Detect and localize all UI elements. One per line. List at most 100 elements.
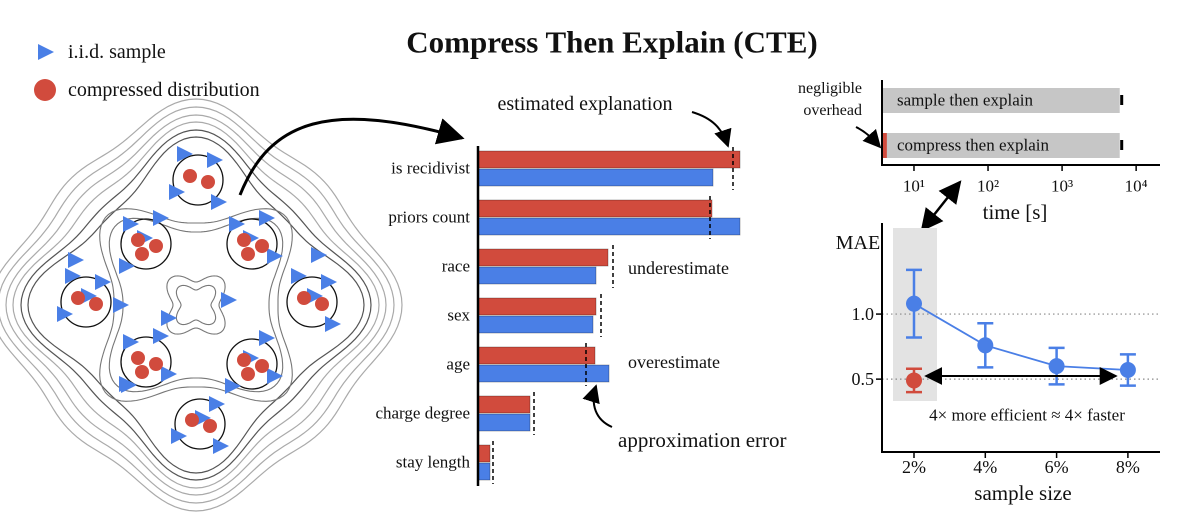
cluster	[286, 276, 338, 328]
sample-point	[177, 146, 193, 162]
x-axis-label: sample size	[974, 481, 1071, 505]
bar	[882, 88, 1120, 113]
y-tick-label: is recidivist	[391, 159, 470, 178]
sample-point	[169, 184, 185, 200]
sample-point	[267, 248, 283, 264]
bar	[477, 150, 741, 169]
compressed-point	[203, 419, 217, 433]
annotation: estimated explanation	[498, 93, 673, 115]
compressed-point	[71, 291, 85, 305]
cluster	[120, 218, 172, 270]
arrow	[238, 117, 465, 196]
compressed-point	[149, 357, 163, 371]
bar	[477, 444, 491, 463]
compressed-point	[241, 367, 255, 381]
y-tick-label: 1.0	[852, 304, 875, 324]
sample-point	[121, 377, 137, 393]
compressed-point	[201, 175, 215, 189]
bar	[477, 413, 531, 432]
legend-marker	[34, 79, 56, 101]
bar	[477, 266, 597, 285]
x-axis-label: time [s]	[983, 200, 1048, 224]
y-tick-label: stay length	[396, 453, 471, 472]
compressed-point	[131, 351, 145, 365]
y-tick-label: 0.5	[852, 369, 875, 389]
bar	[477, 315, 594, 334]
sample-point	[207, 152, 223, 168]
contour	[20, 129, 372, 481]
data-point	[1119, 362, 1136, 379]
sample-point	[171, 428, 187, 444]
sample-point	[325, 316, 341, 332]
arrow	[582, 384, 613, 428]
y-tick-label: priors count	[388, 208, 470, 227]
compressed-point	[297, 291, 311, 305]
y-tick-label: sex	[447, 306, 470, 325]
cluster	[226, 218, 278, 270]
annotation: overestimate	[628, 352, 720, 372]
contour	[0, 98, 403, 512]
cluster	[174, 398, 226, 450]
compressed-point	[237, 233, 251, 247]
bar	[477, 462, 491, 481]
compressed-point	[255, 239, 269, 253]
sample-point	[259, 210, 275, 226]
compressed-point	[185, 413, 199, 427]
sample-point	[307, 288, 323, 304]
compressed-point	[183, 169, 197, 183]
y-axis-label: MAE	[836, 232, 880, 254]
contour	[99, 208, 293, 402]
bar	[477, 297, 597, 316]
sample-point	[153, 210, 169, 226]
contour	[166, 275, 226, 335]
sample-point	[113, 297, 129, 313]
contour	[12, 121, 380, 489]
legend-marker	[38, 44, 54, 60]
x-tick-label: 10⁴	[1125, 177, 1148, 196]
compressed-point	[241, 247, 255, 261]
y-tick-label: age	[446, 355, 470, 374]
sample-point	[209, 396, 225, 412]
compressed-point	[135, 247, 149, 261]
sample-point	[267, 368, 283, 384]
sample-point	[161, 310, 177, 326]
data-point	[906, 372, 922, 389]
sample-point	[221, 292, 237, 308]
sample-point	[119, 258, 135, 274]
figure-title: Compress Then Explain (CTE)	[406, 25, 817, 60]
bar	[477, 395, 531, 414]
annotation-box	[893, 402, 1161, 428]
bar	[477, 346, 596, 365]
bar-label: sample then explain	[897, 91, 1033, 110]
bar	[882, 133, 1120, 158]
sample-point	[123, 216, 139, 232]
sample-point	[153, 328, 169, 344]
arrow	[855, 126, 882, 149]
data-point	[1048, 358, 1065, 375]
y-tick-label: charge degree	[375, 404, 470, 423]
cluster	[172, 154, 224, 206]
distribution-diagram	[0, 98, 403, 512]
sample-point	[95, 274, 111, 290]
overhead-bar	[882, 133, 887, 158]
sample-point	[57, 306, 73, 322]
data-point	[906, 295, 922, 312]
x-tick-label: 10¹	[903, 177, 925, 196]
x-tick-label: 10²	[977, 177, 999, 196]
bar	[477, 217, 741, 236]
sample-point	[213, 438, 229, 454]
compressed-point	[89, 297, 103, 311]
compressed-point	[135, 365, 149, 379]
cluster	[120, 336, 172, 388]
contour	[5, 114, 387, 496]
compressed-point	[149, 239, 163, 253]
y-tick-label: race	[442, 257, 470, 276]
x-tick-label: 6%	[1045, 457, 1069, 477]
compressed-point	[237, 353, 251, 367]
annotation: negligible overhead	[798, 80, 862, 119]
x-tick-label: 2%	[902, 457, 926, 477]
arrow	[691, 111, 732, 148]
bar	[477, 199, 713, 218]
